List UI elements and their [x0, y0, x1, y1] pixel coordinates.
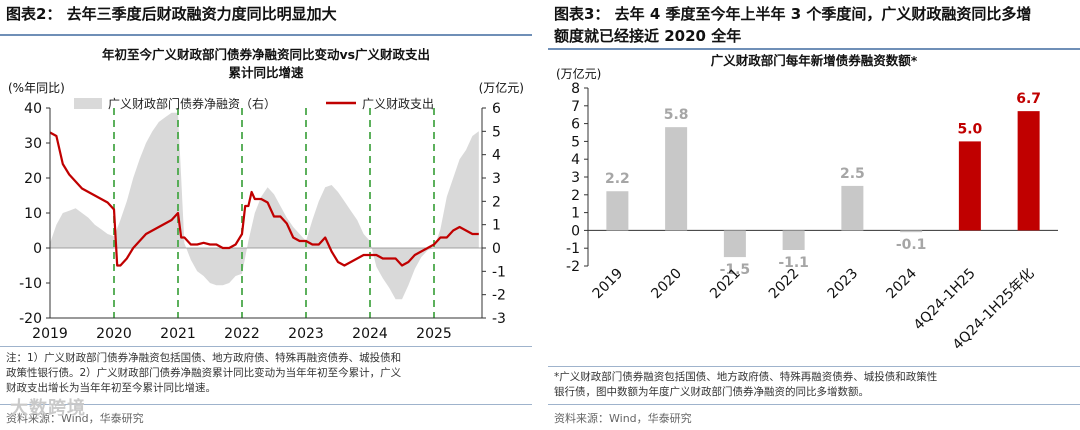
bar-2020 [665, 127, 688, 231]
ytick-label: 6 [571, 117, 580, 133]
xtick-label: 2025 [416, 326, 452, 342]
right-ytick-label: 1 [492, 218, 501, 234]
right-chart-title: 广义财政部门每年新增债券融资数额* [710, 53, 918, 68]
left-note-rule [0, 346, 532, 347]
right-ytick-label: 6 [492, 101, 501, 117]
area-series-net-financing [50, 112, 479, 300]
category-label-2024: 2024 [883, 265, 920, 302]
y-axis-unit: (万亿元) [556, 66, 601, 81]
bar-label-2021: -1.5 [720, 262, 751, 278]
left-ytick-label: 0 [33, 241, 42, 257]
xtick-label: 2021 [160, 326, 196, 342]
right-source-rule [548, 404, 1080, 405]
right-note-line2: 银行债，图中数额为年度广义财政部门债券净融资的同比多增数额。 [554, 386, 869, 398]
left-axis-unit: (%年同比) [8, 81, 65, 95]
bar-label-2019: 2.2 [605, 171, 630, 187]
right-note-line1: *广义财政部门债券融资包括国债、地方政府债、特殊再融资债券、城投债和政策性 [554, 371, 938, 383]
legend-label-line: 广义财政支出 [362, 97, 434, 111]
ytick-label: 4 [571, 152, 580, 168]
right-ytick-label: 2 [492, 194, 501, 210]
right-note-rule [548, 366, 1080, 367]
xtick-label: 2024 [352, 326, 388, 342]
bar-4Q24-1H25 [958, 141, 981, 231]
bar-label-4Q24-1H25年化: 6.7 [1016, 91, 1041, 107]
ytick-label: -1 [566, 241, 580, 257]
left-ytick-label: 10 [24, 206, 42, 222]
ytick-label: 0 [571, 223, 580, 239]
right-source: 资料来源：Wind，华泰研究 [554, 412, 692, 425]
category-label-2020: 2020 [648, 266, 685, 303]
left-title-rule [0, 34, 532, 36]
category-label-2022: 2022 [766, 266, 803, 303]
left-chart-title-line2: 累计同比增速 [228, 65, 304, 80]
xtick-label: 2019 [32, 326, 68, 342]
ytick-label: 1 [571, 206, 580, 222]
ytick-label: 3 [571, 170, 580, 186]
bar-label-2023: 2.5 [840, 166, 865, 182]
bar-2021 [723, 230, 746, 258]
bar-label-4Q24-1H25: 5.0 [957, 121, 982, 137]
category-label-2019: 2019 [590, 266, 627, 303]
xtick-label: 2022 [224, 326, 260, 342]
left-note-line3: 财政支出增长为当年年初至今累计同比增速。 [6, 382, 216, 394]
right-figure-title-line1: 图表3： 去年 4 季度至今年上半年 3 个季度间，广义财政融资同比多增 [554, 5, 1032, 23]
bar-2019 [606, 191, 629, 231]
left-chart-title-line1: 年初至今广义财政部门债券净融资同比变动vs广义财政支出 [101, 47, 431, 62]
legend-label-area: 广义财政部门债券净融资（右） [108, 96, 276, 111]
legend-swatch-area [74, 98, 102, 109]
xtick-label: 2020 [96, 326, 132, 342]
left-note-line1: 注：1）广义财政部门债券净融资包括国债、地方政府债、特殊再融资债券、城投债和 [6, 352, 402, 364]
left-ytick-label: -10 [19, 276, 42, 292]
bar-label-2024: -0.1 [896, 237, 927, 253]
right-ytick-label: 0 [492, 241, 501, 257]
category-label-2023: 2023 [825, 266, 862, 303]
right-figure-title-line2: 额度就已经接近 2020 全年 [554, 27, 742, 45]
watermark: 大数跨境 [10, 398, 86, 419]
bar-2024 [900, 230, 923, 233]
bar-2022 [782, 230, 805, 250]
ytick-label: 2 [571, 188, 580, 204]
ytick-label: 7 [571, 99, 580, 115]
left-ytick-label: 30 [24, 136, 42, 152]
right-ytick-label: 3 [492, 171, 501, 187]
left-ytick-label: 40 [24, 101, 42, 117]
ytick-label: -2 [566, 259, 580, 275]
right-ytick-label: -2 [492, 288, 506, 304]
right-ytick-label: 5 [492, 124, 501, 140]
right-panel: 图表3： 去年 4 季度至今年上半年 3 个季度间，广义财政融资同比多增 额度就… [548, 0, 1080, 430]
left-source: 资料来源：Wind，华泰研究 [6, 412, 144, 425]
left-note-line2: 政策性银行债。2）广义财政部门债券净融资累计同比变动为当年年初至今累计，广义 [6, 367, 402, 379]
right-ytick-label: 4 [492, 148, 501, 164]
ytick-label: 5 [571, 134, 580, 150]
left-figure-title: 图表2： 去年三季度后财政融资力度同比明显加大 [6, 5, 337, 23]
right-axis-unit: (万亿元) [479, 80, 524, 95]
bar-2023 [841, 185, 864, 231]
left-source-rule [0, 404, 532, 405]
bar-label-2020: 5.8 [664, 107, 689, 123]
bar-4Q24-1H25年化 [1017, 111, 1040, 231]
right-title-rule [548, 48, 1080, 50]
right-ytick-label: -1 [492, 264, 506, 280]
right-ytick-label: -3 [492, 311, 506, 327]
left-panel: 图表2： 去年三季度后财政融资力度同比明显加大 年初至今广义财政部门债券净融资同… [0, 0, 532, 430]
line-series-fiscal-expenditure [49, 131, 479, 267]
xtick-label: 2023 [288, 326, 324, 342]
left-ytick-label: 20 [24, 171, 42, 187]
left-ytick-label: -20 [19, 311, 42, 327]
bar-label-2022: -1.1 [778, 255, 809, 271]
ytick-label: 8 [571, 81, 580, 97]
